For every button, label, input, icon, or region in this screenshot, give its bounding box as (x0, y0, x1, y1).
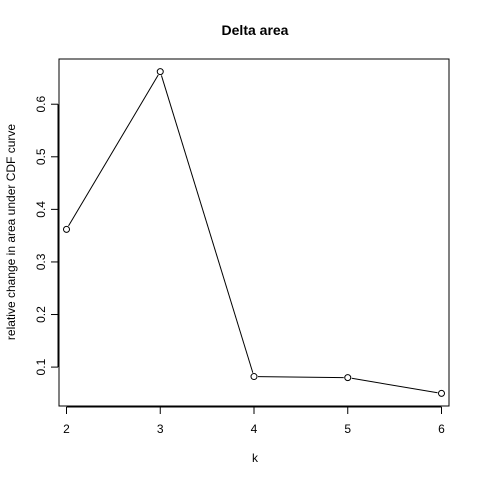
x-tick-label: 2 (63, 422, 70, 436)
data-point (438, 389, 445, 397)
y-axis-label: relative change in area under CDF curve (4, 124, 18, 340)
y-tick-label: 0.5 (34, 148, 48, 165)
x-tick-label: 5 (344, 422, 351, 436)
series-line-segment (351, 377, 438, 394)
x-axis: 2 3 4 5 6 (63, 406, 445, 436)
data-point (344, 374, 352, 382)
x-tick-label: 3 (157, 422, 164, 436)
y-axis: 0.1 0.2 0.3 0.4 0.5 0.6 (34, 96, 59, 375)
data-point (63, 225, 70, 233)
x-tick-label: 6 (438, 422, 445, 436)
y-tick-label: 0.2 (34, 306, 48, 323)
y-tick-label: 0.4 (34, 201, 48, 218)
plot-frame (58, 58, 450, 407)
series-line-segment (160, 75, 254, 373)
series-line-segment (68, 74, 159, 227)
y-tick-label: 0.6 (34, 96, 48, 113)
chart-title: Delta area (222, 22, 289, 38)
series-line-segment (257, 376, 344, 379)
data-point (156, 68, 164, 76)
data-series (63, 68, 445, 397)
data-point (250, 373, 258, 381)
x-tick-label: 4 (251, 422, 258, 436)
x-axis-label: k (252, 451, 259, 465)
y-tick-label: 0.3 (34, 253, 48, 270)
y-tick-label: 0.1 (34, 358, 48, 375)
